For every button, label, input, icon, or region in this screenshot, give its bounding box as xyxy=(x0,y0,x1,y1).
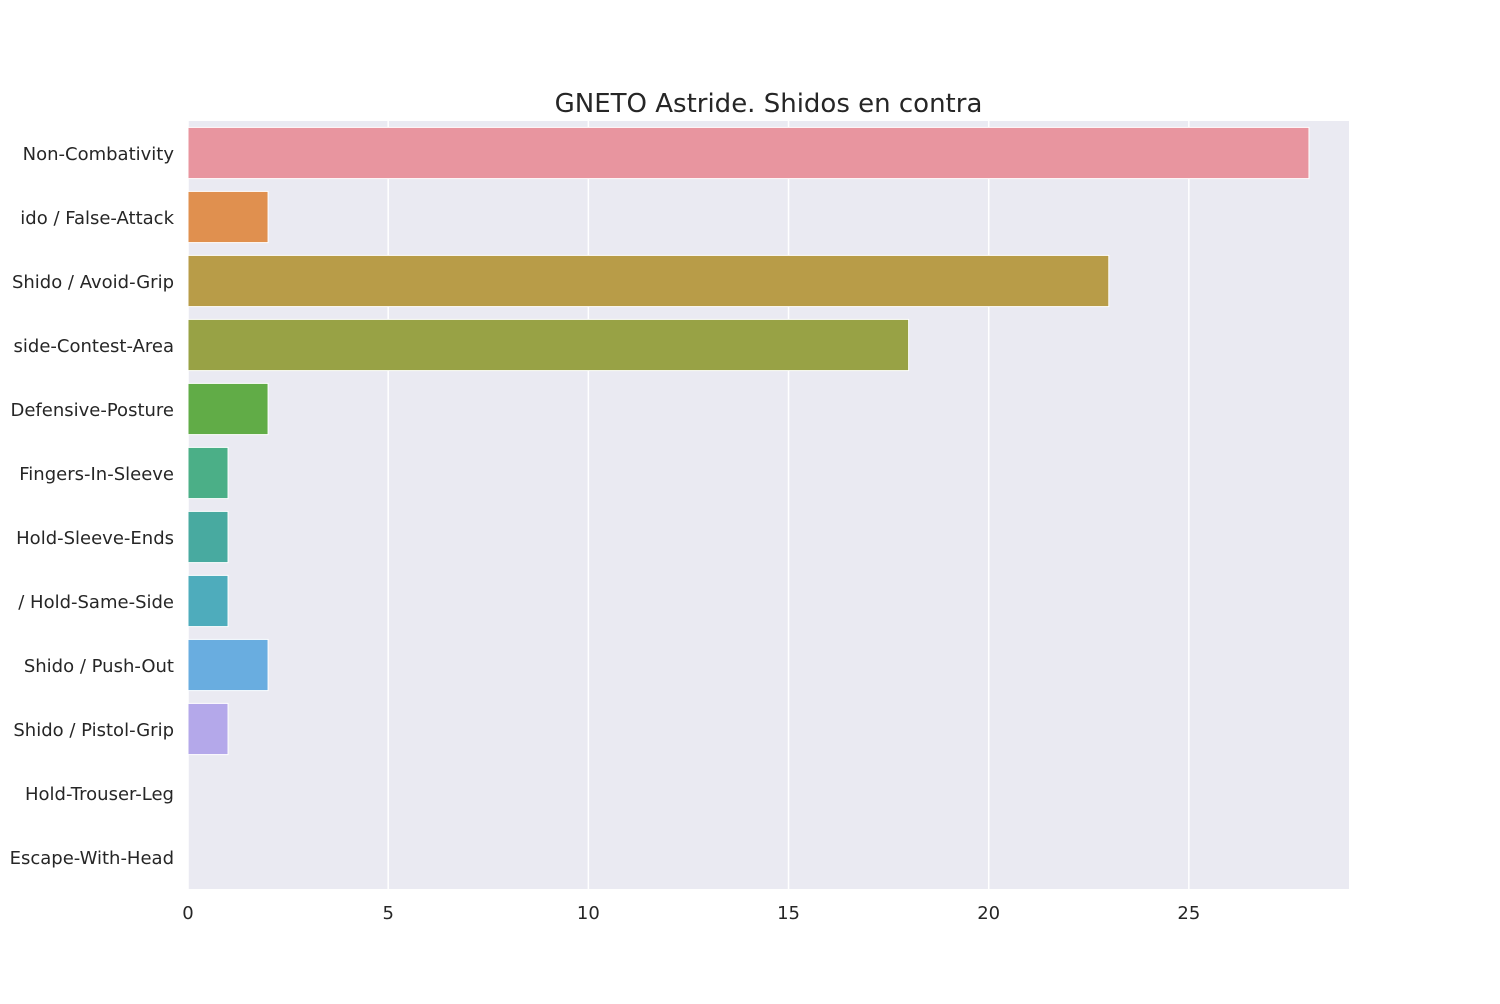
chart-title: GNETO Astride. Shidos en contra xyxy=(555,89,983,119)
y-tick-label: Escape-With-Head xyxy=(10,848,174,869)
bar xyxy=(187,190,269,244)
y-tick-label: Shido / Push-Out xyxy=(24,656,174,677)
bar xyxy=(187,702,229,756)
y-tick-label: Non-Combativity xyxy=(23,144,175,165)
x-tick-label: 5 xyxy=(382,903,393,924)
y-tick-label: Defensive-Posture xyxy=(10,400,174,421)
y-tick-labels: Non-Combativity ido / False-Attack Shido /… xyxy=(10,144,175,869)
x-tick-labels: 0 5 10 15 20 25 xyxy=(182,903,1200,924)
plot-background xyxy=(188,121,1349,889)
bar xyxy=(187,318,910,372)
bar xyxy=(187,382,269,436)
x-tick-label: 20 xyxy=(977,903,1000,924)
bar xyxy=(187,510,229,564)
x-tick-label: 25 xyxy=(1177,903,1200,924)
grid-lines xyxy=(187,121,1190,889)
y-tick-label: side-Contest-Area xyxy=(14,336,174,357)
y-tick-label: / Hold-Same-Side xyxy=(18,592,174,613)
y-tick-label: ido / False-Attack xyxy=(20,208,174,229)
bar xyxy=(187,638,269,692)
bar xyxy=(187,574,229,628)
y-tick-label: Fingers-In-Sleeve xyxy=(19,464,174,485)
y-tick-label: Hold-Trouser-Leg xyxy=(25,784,174,805)
x-tick-label: 0 xyxy=(182,903,193,924)
bar xyxy=(187,126,1310,180)
x-tick-label: 10 xyxy=(577,903,600,924)
y-tick-label: Shido / Pistol-Grip xyxy=(13,720,174,741)
bar xyxy=(187,446,229,500)
bars xyxy=(187,126,1310,756)
bar xyxy=(187,254,1110,308)
y-tick-label: Hold-Sleeve-Ends xyxy=(16,528,174,549)
y-tick-label: Shido / Avoid-Grip xyxy=(12,272,174,293)
x-tick-label: 15 xyxy=(777,903,800,924)
